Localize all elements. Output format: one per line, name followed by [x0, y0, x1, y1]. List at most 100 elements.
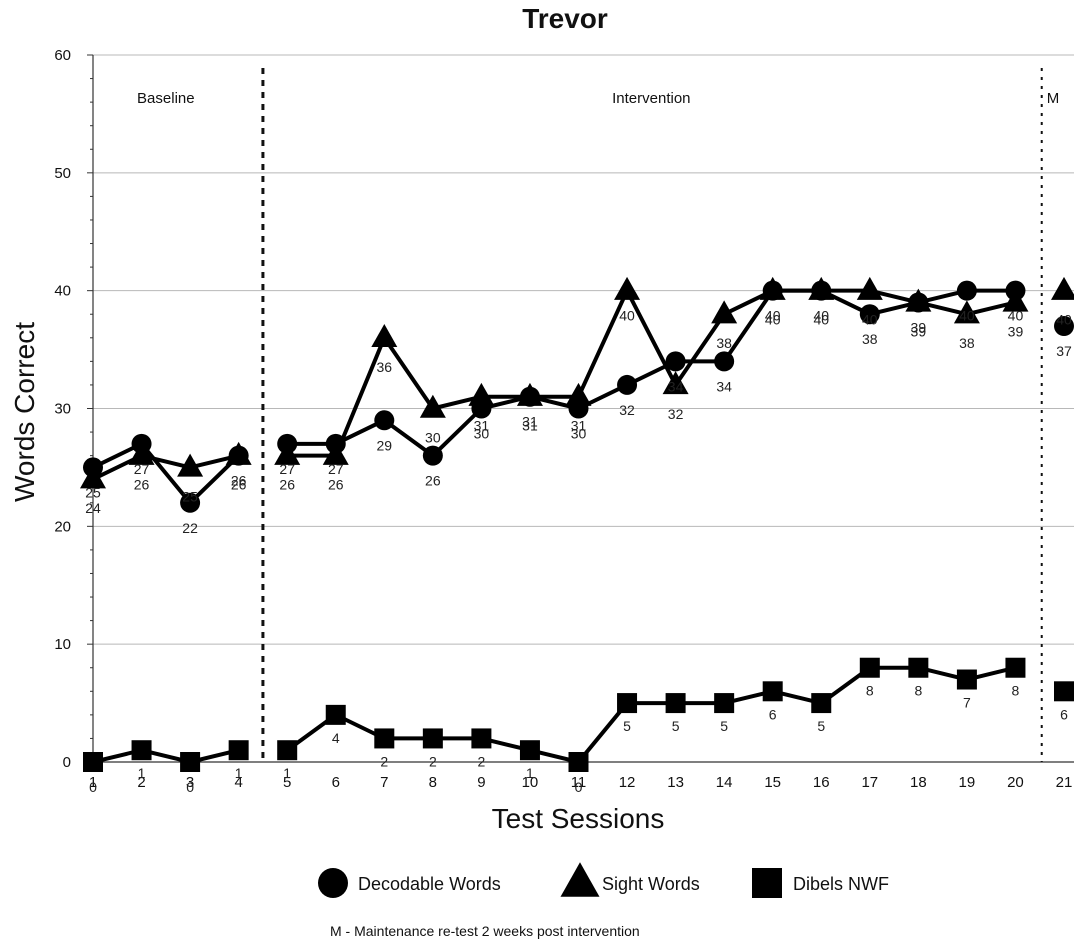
x-tick-labels: 1 2 3 4 5 6 7 8 9 10 11 12 13 14 15 16 17 18 19 20 21	[89, 774, 1073, 791]
y-tick-label: 0	[63, 754, 71, 771]
series-line-decodable-words	[287, 288, 1016, 458]
data-label-sight-words: 40	[862, 312, 878, 328]
data-label-sight-words: 39	[911, 323, 927, 339]
data-point-dibels-nwf	[811, 693, 832, 714]
data-point-decodable-words	[617, 374, 638, 395]
phase-label: Baseline	[137, 90, 195, 107]
x-tick-label: 7	[380, 774, 388, 791]
data-point-dibels-nwf	[1054, 681, 1074, 702]
x-tick-label: 15	[764, 774, 781, 791]
data-point-dibels-nwf	[762, 681, 783, 702]
data-point-sight-words	[662, 371, 689, 395]
x-tick-label: 20	[1007, 774, 1024, 791]
data-point-dibels-nwf	[422, 728, 443, 749]
series-line-sight-words	[287, 288, 1016, 458]
data-point-sight-words	[953, 300, 980, 324]
data-label-dibels-nwf: 2	[429, 753, 437, 769]
x-tick-label: 5	[283, 774, 291, 791]
data-label-sight-words: 38	[959, 335, 975, 351]
data-point-dibels-nwf	[180, 752, 201, 772]
phase-dividers: Baseline Intervention M	[137, 68, 1059, 762]
data-point-dibels-nwf	[908, 657, 929, 678]
data-point-decodable-words	[1054, 316, 1074, 337]
data-label-decodable-words: 22	[182, 520, 198, 536]
data-point-dibels-nwf	[1005, 657, 1026, 678]
data-point-decodable-words	[180, 492, 201, 513]
x-tick-label: 14	[716, 774, 733, 791]
series-group	[80, 276, 1074, 772]
y-tick-label: 40	[54, 283, 71, 300]
data-point-sight-words	[225, 441, 252, 465]
data-point-sight-words	[177, 453, 204, 477]
data-label-dibels-nwf: 1	[138, 765, 146, 781]
data-label-decodable-words: 34	[716, 378, 732, 394]
data-point-dibels-nwf	[131, 740, 152, 761]
data-label-sight-words: 26	[134, 477, 150, 493]
y-tick-label: 20	[54, 518, 71, 535]
data-label-dibels-nwf: 1	[235, 765, 243, 781]
phase-label: M	[1047, 90, 1060, 107]
data-label-dibels-nwf: 1	[283, 765, 291, 781]
data-label-decodable-words: 27	[328, 461, 344, 477]
legend-label-dibels-nwf: Dibels NWF	[793, 874, 889, 894]
x-tick-label: 10	[522, 774, 539, 791]
data-label-decodable-words: 40	[813, 308, 829, 324]
data-label-sight-words: 26	[279, 477, 295, 493]
data-label-sight-words: 40	[619, 308, 635, 324]
data-point-dibels-nwf	[325, 704, 346, 725]
data-point-decodable-words	[714, 351, 735, 372]
data-point-dibels-nwf	[956, 669, 977, 690]
data-label-decodable-words: 26	[425, 473, 441, 489]
data-label-decodable-words: 37	[1056, 343, 1072, 359]
data-point-dibels-nwf	[228, 740, 249, 761]
data-label-dibels-nwf: 0	[186, 779, 194, 795]
data-label-dibels-nwf: 8	[866, 683, 874, 699]
data-label-decodable-words: 30	[571, 426, 587, 442]
data-point-sight-words	[419, 394, 446, 418]
data-point-sight-words	[711, 300, 738, 324]
data-label-sight-words: 25	[182, 488, 198, 504]
data-label-decodable-words: 40	[959, 308, 975, 324]
x-tick-label: 16	[813, 774, 830, 791]
data-label-dibels-nwf: 8	[1012, 683, 1020, 699]
data-label-dibels-nwf: 0	[575, 779, 583, 795]
y-axis-title: Words Correct	[9, 322, 40, 502]
data-point-sight-words	[856, 276, 883, 300]
data-label-dibels-nwf: 4	[332, 730, 340, 746]
data-point-decodable-words	[374, 410, 395, 431]
legend-marker-decodable-words	[318, 868, 348, 898]
y-tick-label: 30	[54, 401, 71, 418]
x-tick-label: 12	[619, 774, 636, 791]
data-label-decodable-words: 27	[279, 461, 295, 477]
x-tick-label: 4	[234, 774, 242, 791]
data-point-dibels-nwf	[519, 740, 540, 761]
data-point-dibels-nwf	[714, 693, 735, 714]
legend-marker-sight-words	[560, 862, 600, 897]
series-line-sight-words	[92, 453, 240, 481]
data-label-decodable-words: 34	[668, 378, 684, 394]
data-point-dibels-nwf	[568, 752, 589, 772]
data-label-dibels-nwf: 5	[672, 718, 680, 734]
footnote: M - Maintenance re-test 2 weeks post int…	[330, 923, 640, 939]
data-label-decodable-words: 32	[619, 402, 635, 418]
x-tick-label: 21	[1056, 774, 1073, 791]
data-label-dibels-nwf: 0	[89, 779, 97, 795]
data-point-dibels-nwf	[617, 693, 638, 714]
chart-title: Trevor	[522, 3, 608, 34]
data-label-sight-words: 40	[813, 312, 829, 328]
data-point-decodable-words	[422, 445, 443, 466]
gridlines	[93, 54, 1074, 645]
x-tick-label: 19	[959, 774, 976, 791]
data-point-sight-words	[128, 441, 155, 465]
data-label-dibels-nwf: 5	[720, 718, 728, 734]
data-point-sight-words	[905, 288, 932, 312]
x-tick-label: 8	[429, 774, 437, 791]
data-label-dibels-nwf: 7	[963, 695, 971, 711]
data-label-sight-words: 31	[571, 418, 587, 434]
data-point-sight-words	[1051, 276, 1074, 300]
data-label-decodable-words: 29	[377, 437, 393, 453]
data-point-sight-words	[808, 276, 835, 300]
data-label-decodable-words: 31	[522, 414, 538, 430]
data-point-sight-words	[80, 465, 106, 489]
